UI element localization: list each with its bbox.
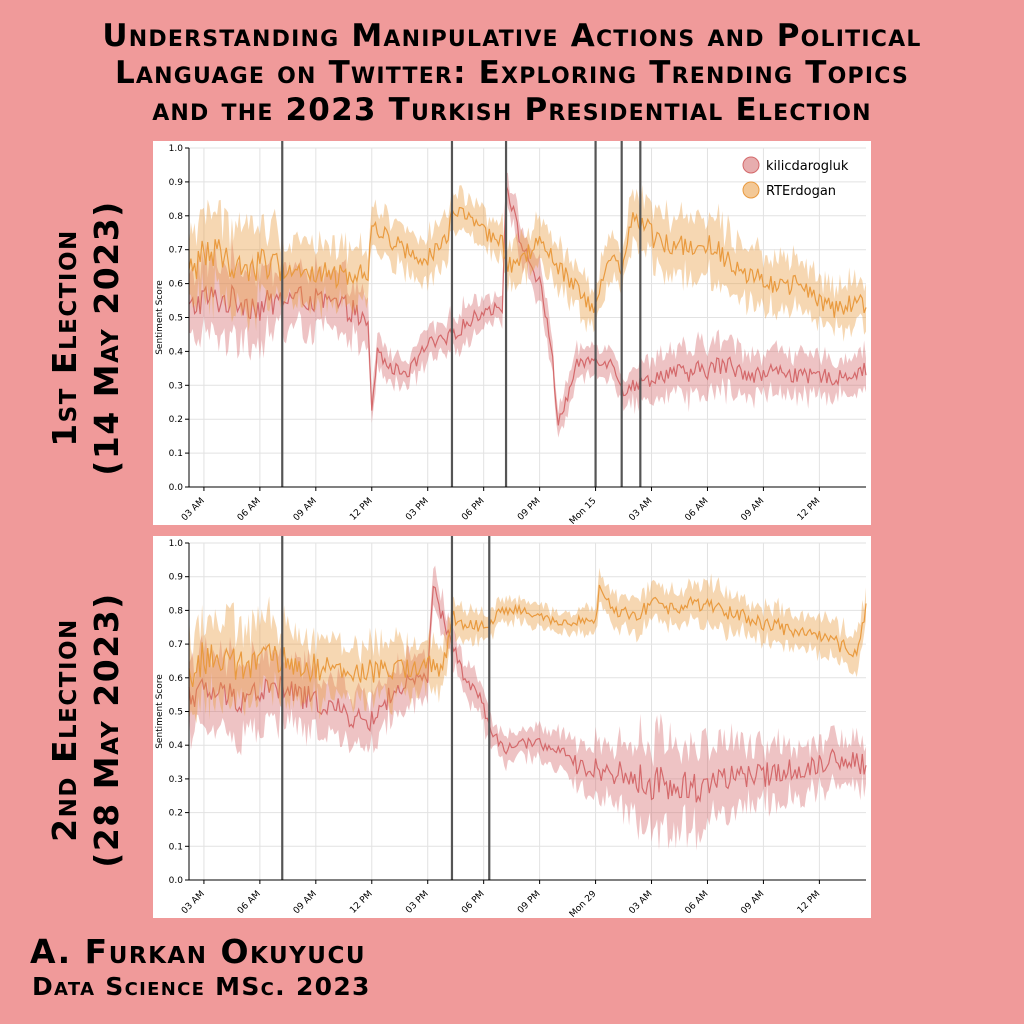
y-tick-label: 0.7 bbox=[169, 640, 183, 650]
x-tick-label: 06 AM bbox=[683, 496, 710, 523]
x-tick-label: 12 PM bbox=[796, 889, 823, 916]
legend-label: RTErdogan bbox=[766, 184, 836, 199]
kilicdarogluk-confidence-band bbox=[189, 565, 866, 851]
first-election-chart-panel: 0.0 0.1 0.2 0.3 0.4 0.5 0.6 0.7 0.8 0.9 1.0 03 AM 06… bbox=[153, 141, 871, 525]
y-tick-label: 0.0 bbox=[169, 483, 184, 493]
kilicdarogluk-confidence-band bbox=[189, 172, 866, 438]
y-tick-label: 0.7 bbox=[169, 246, 183, 256]
y-tick-label: 0.1 bbox=[169, 449, 183, 459]
x-tick-label: 06 PM bbox=[460, 889, 487, 916]
degree-line: Data Science MSc. 2023 bbox=[32, 972, 371, 1001]
y-tick-label: 0.9 bbox=[169, 573, 184, 583]
y-tick-label: 0.2 bbox=[169, 809, 183, 819]
author-name: A. Furkan Okuyucu bbox=[30, 932, 367, 971]
y-tick-label: 0.1 bbox=[169, 842, 183, 852]
y-tick-label: 0.5 bbox=[169, 314, 183, 324]
x-tick-label: 03 AM bbox=[180, 889, 207, 916]
x-tick-label: 09 PM bbox=[516, 496, 543, 523]
legend-marker bbox=[742, 156, 760, 174]
x-tick-label: 03 AM bbox=[627, 496, 654, 523]
y-tick-label: 0.3 bbox=[169, 775, 183, 785]
x-tick-label: 09 AM bbox=[739, 889, 766, 916]
x-tick-label: 03 PM bbox=[404, 889, 431, 916]
first-election-label-line-1: 1st Election bbox=[45, 229, 84, 447]
RTErdogan-series-line bbox=[188, 584, 867, 688]
second-election-label-line-2: (28 May 2023) bbox=[87, 592, 126, 868]
y-tick-label: 0.6 bbox=[169, 674, 184, 684]
chart-legend: kilicdarogluk RTErdogan bbox=[742, 156, 849, 199]
y-tick-label: 0.3 bbox=[169, 381, 183, 391]
x-tick-label: 06 AM bbox=[236, 496, 263, 523]
title-line-3: and the 2023 Turkish Presidential Electi… bbox=[152, 92, 872, 128]
y-axis-label: Sentiment Score bbox=[155, 280, 165, 355]
y-tick-label: 0.0 bbox=[169, 876, 184, 886]
y-tick-label: 0.5 bbox=[169, 708, 183, 718]
y-tick-label: 0.4 bbox=[169, 741, 184, 751]
x-tick-label: 12 PM bbox=[348, 496, 375, 523]
x-tick-label: 06 PM bbox=[460, 496, 487, 523]
first-election-label-line-2: (14 May 2023) bbox=[87, 200, 126, 476]
x-tick-label: 09 AM bbox=[292, 889, 319, 916]
y-axis-label: Sentiment Score bbox=[155, 674, 165, 749]
y-tick-label: 0.4 bbox=[169, 347, 184, 357]
x-tick-label: Mon 15 bbox=[568, 496, 599, 525]
second-election-label-line-1: 2nd Election bbox=[45, 618, 84, 842]
legend-marker bbox=[742, 181, 760, 199]
x-tick-label: 03 AM bbox=[627, 889, 654, 916]
x-tick-label: 03 AM bbox=[180, 496, 207, 523]
RTErdogan-confidence-band bbox=[189, 184, 866, 342]
title-line-2: Language on Twitter: Exploring Trending … bbox=[114, 55, 910, 91]
x-tick-label: 06 AM bbox=[236, 889, 263, 916]
legend-label: kilicdarogluk bbox=[766, 159, 849, 174]
y-tick-label: 0.6 bbox=[169, 280, 184, 290]
y-tick-label: 0.2 bbox=[169, 415, 183, 425]
x-tick-label: 12 PM bbox=[348, 889, 375, 916]
grid-lines bbox=[189, 542, 866, 881]
second-election-label: 2nd Election (28 May 2023) bbox=[44, 570, 128, 890]
x-tick-label: 09 AM bbox=[292, 496, 319, 523]
y-tick-label: 1.0 bbox=[169, 144, 184, 154]
poster-title: Understanding Manipulative Actions and P… bbox=[0, 18, 1024, 129]
y-tick-label: 0.8 bbox=[169, 606, 184, 616]
first-election-chart: 0.0 0.1 0.2 0.3 0.4 0.5 0.6 0.7 0.8 0.9 1.0 03 AM 06… bbox=[155, 141, 867, 525]
x-tick-label: 09 AM bbox=[739, 496, 766, 523]
x-tick-label: 03 PM bbox=[404, 496, 431, 523]
second-election-chart-panel: 0.0 0.1 0.2 0.3 0.4 0.5 0.6 0.7 0.8 0.9 1.0 03 AM 06… bbox=[153, 536, 871, 918]
kilicdarogluk-series-line bbox=[188, 585, 867, 803]
x-tick-label: Mon 29 bbox=[568, 889, 599, 918]
y-tick-label: 1.0 bbox=[169, 539, 184, 549]
RTErdogan-series-line bbox=[188, 206, 867, 318]
title-line-1: Understanding Manipulative Actions and P… bbox=[102, 18, 922, 54]
y-tick-label: 0.9 bbox=[169, 178, 184, 188]
y-tick-label: 0.8 bbox=[169, 212, 184, 222]
second-election-chart: 0.0 0.1 0.2 0.3 0.4 0.5 0.6 0.7 0.8 0.9 1.0 03 AM 06… bbox=[155, 536, 867, 918]
RTErdogan-confidence-band bbox=[189, 567, 866, 724]
x-tick-label: 09 PM bbox=[516, 889, 543, 916]
x-tick-label: 06 AM bbox=[683, 889, 710, 916]
first-election-label: 1st Election (14 May 2023) bbox=[44, 178, 128, 498]
x-tick-label: 12 PM bbox=[796, 496, 823, 523]
